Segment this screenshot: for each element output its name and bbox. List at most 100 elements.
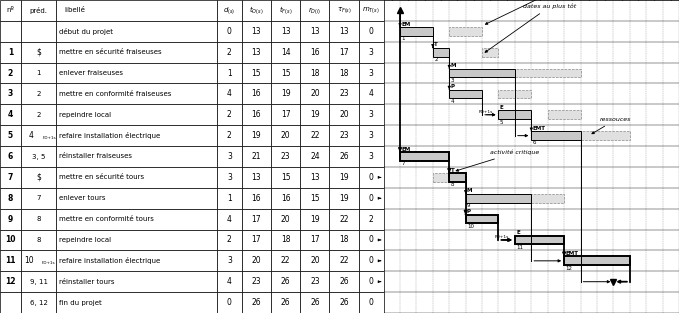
Text: 6, 12: 6, 12: [30, 300, 48, 305]
Bar: [271, 42, 300, 63]
Text: 10: 10: [5, 235, 16, 244]
Text: 4: 4: [369, 90, 373, 98]
Bar: [217, 229, 242, 250]
Text: 24: 24: [310, 152, 320, 161]
Bar: [271, 63, 300, 84]
Bar: [21, 0, 56, 21]
Bar: [21, 84, 56, 104]
Bar: [271, 292, 300, 313]
Bar: [359, 42, 384, 63]
Text: M: M: [467, 188, 473, 193]
Bar: [482, 48, 498, 57]
Bar: [359, 167, 384, 188]
Bar: [300, 21, 329, 42]
Bar: [56, 271, 217, 292]
Text: $m_{T(s)}$: $m_{T(s)}$: [363, 6, 380, 15]
Bar: [217, 250, 242, 271]
Text: 7: 7: [401, 161, 405, 166]
Bar: [56, 125, 217, 146]
Text: 26: 26: [340, 152, 349, 161]
Text: 18: 18: [340, 235, 349, 244]
Text: réinstaller fraiseuses: réinstaller fraiseuses: [59, 153, 132, 160]
Text: E: E: [516, 230, 520, 235]
Bar: [242, 125, 271, 146]
Bar: [400, 27, 433, 36]
Text: 26: 26: [252, 298, 261, 307]
Bar: [433, 173, 449, 182]
Bar: [0, 146, 21, 167]
Bar: [329, 250, 359, 271]
Bar: [300, 104, 329, 125]
Text: 22: 22: [340, 215, 349, 223]
Text: 4: 4: [451, 99, 454, 104]
Text: EMT: EMT: [566, 251, 579, 256]
Text: 1: 1: [227, 194, 232, 203]
Text: 26: 26: [340, 277, 349, 286]
Bar: [359, 84, 384, 104]
Bar: [466, 215, 498, 223]
Bar: [242, 0, 271, 21]
Bar: [56, 84, 217, 104]
Bar: [359, 292, 384, 313]
Bar: [21, 188, 56, 209]
Bar: [359, 0, 384, 21]
Bar: [329, 125, 359, 146]
Text: mettre en conformité fraiseuses: mettre en conformité fraiseuses: [59, 91, 172, 97]
Bar: [0, 63, 21, 84]
Text: dates au plus tôt: dates au plus tôt: [485, 4, 576, 52]
Text: 1: 1: [401, 36, 405, 41]
Bar: [359, 229, 384, 250]
Text: 18: 18: [310, 69, 320, 78]
Text: 23: 23: [252, 277, 261, 286]
Bar: [242, 104, 271, 125]
Bar: [359, 21, 384, 42]
Bar: [21, 63, 56, 84]
Bar: [466, 194, 531, 203]
Text: EM: EM: [401, 147, 411, 152]
Text: 19: 19: [310, 110, 320, 119]
Bar: [242, 146, 271, 167]
Text: 4: 4: [227, 90, 232, 98]
Bar: [21, 209, 56, 229]
Text: 0: 0: [369, 173, 373, 182]
Text: 13: 13: [340, 27, 349, 36]
Bar: [56, 292, 217, 313]
Bar: [498, 90, 532, 98]
Bar: [359, 146, 384, 167]
Text: ressouces: ressouces: [592, 117, 631, 134]
Bar: [0, 21, 21, 42]
Text: 0: 0: [227, 27, 232, 36]
Text: 10: 10: [467, 224, 474, 229]
Bar: [217, 271, 242, 292]
Text: 13: 13: [281, 27, 291, 36]
Bar: [242, 42, 271, 63]
Bar: [0, 250, 21, 271]
Text: 3: 3: [227, 173, 232, 182]
Text: 22: 22: [281, 256, 291, 265]
Bar: [329, 167, 359, 188]
Bar: [300, 146, 329, 167]
Text: $\tau_{F(s)}$: $\tau_{F(s)}$: [337, 6, 352, 15]
Bar: [548, 110, 581, 119]
Text: 7: 7: [36, 195, 41, 201]
Text: 1: 1: [7, 48, 13, 57]
Text: repeindre local: repeindre local: [59, 112, 111, 118]
Bar: [217, 84, 242, 104]
Bar: [56, 21, 217, 42]
Text: 16: 16: [252, 194, 261, 203]
Text: 0: 0: [369, 277, 373, 286]
Bar: [21, 21, 56, 42]
Text: 20: 20: [281, 215, 291, 223]
Bar: [515, 236, 564, 244]
Bar: [217, 42, 242, 63]
Text: 26: 26: [310, 298, 320, 307]
Text: 0: 0: [369, 298, 373, 307]
Bar: [21, 167, 56, 188]
Text: refaire installation électrique: refaire installation électrique: [59, 132, 161, 139]
Bar: [359, 271, 384, 292]
Bar: [21, 125, 56, 146]
Text: 0: 0: [369, 256, 373, 265]
Bar: [56, 63, 217, 84]
Text: 13: 13: [252, 48, 261, 57]
Text: 19: 19: [310, 215, 320, 223]
